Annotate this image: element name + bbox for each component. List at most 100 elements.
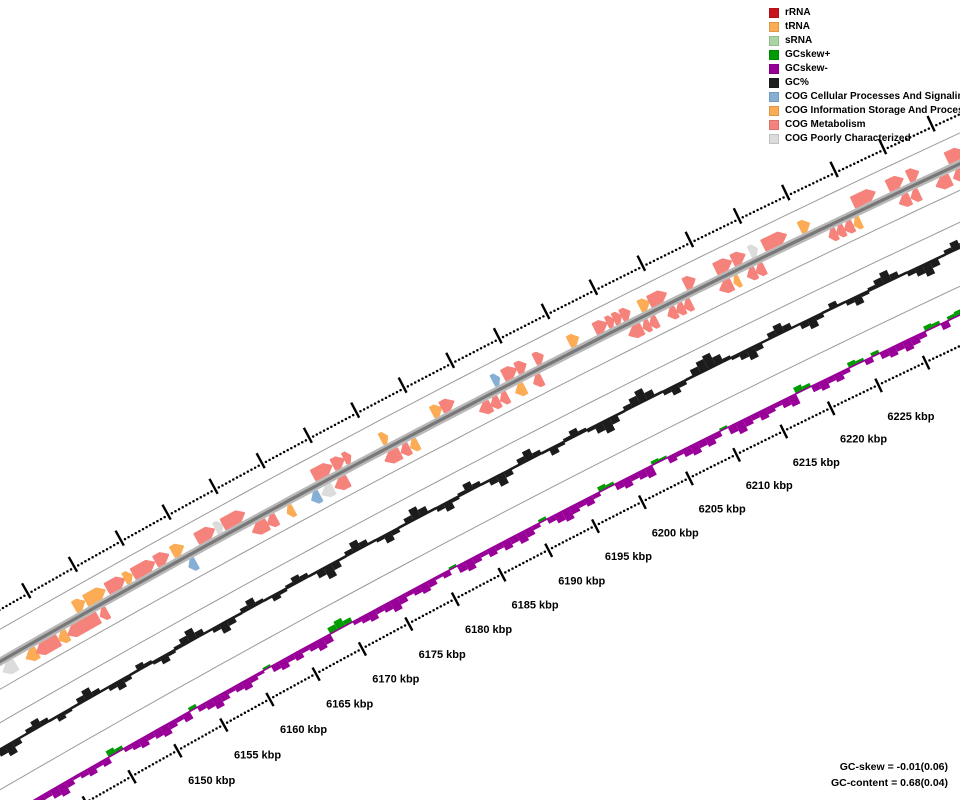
gene-arrow-met-rev [755,262,768,277]
gene-arrow-met-fwd [193,526,215,545]
major-tick [829,161,839,178]
major-tick [114,530,125,547]
minor-tick-dot [554,544,557,548]
minor-tick-dot [286,688,289,691]
minor-tick-dot [716,462,720,465]
skew-minus-step [130,740,142,751]
minor-tick-dot [760,206,763,210]
minor-tick-dot [211,729,215,732]
minor-tick-dot [44,582,48,585]
minor-tick-dot [489,578,493,582]
minor-tick-dot [673,484,677,487]
minor-tick-dot [23,594,26,598]
minor-tick-dot [127,535,130,539]
gene-arrow-met-fwd [610,311,622,326]
minor-tick-dot [102,549,105,553]
minor-tick-dot [630,505,633,509]
gene-arrow-met-rev [384,447,404,464]
gene-arrow-info-fwd [636,298,650,313]
minor-tick-dot [155,761,158,764]
minor-tick-dot [95,795,98,798]
skew-minus-step [315,638,328,652]
minor-tick-dot [520,326,523,329]
gc-baseline [0,246,960,751]
major-tick [21,582,32,599]
minor-tick-dot [375,639,378,643]
ruler-label: 6195 kbp [605,551,652,563]
minor-tick-dot [348,415,351,419]
gene-arrow-info-rev [286,504,297,518]
gene-arrow-met-rev [719,278,736,294]
minor-tick-dot [866,388,869,392]
gene-arrow-met-rev [844,219,857,234]
minor-tick-dot [682,244,685,248]
minor-tick-dot [197,737,201,740]
gridline [0,132,960,630]
minor-tick-dot [531,320,534,324]
legend-item-label: COG Cellular Processes And Signaling [785,91,960,102]
gene-arrow-met-fwd [309,463,333,482]
minor-tick-dot [188,502,192,505]
gc-step [239,605,249,613]
ruler-label: 6205 kbp [699,504,746,516]
minor-tick-dot [417,379,421,382]
minor-tick-dot [871,153,875,157]
minor-tick-dot [300,680,303,683]
gene-arrow-met-fwd [219,510,245,531]
minor-tick-dot [362,408,366,411]
minor-tick-dot [201,735,204,738]
minor-tick-dot [501,335,505,339]
minor-tick-dot [556,307,560,311]
minor-tick-dot [378,637,382,641]
gene-arrow-info-rev [410,438,422,452]
minor-tick-dot [210,490,213,493]
gene-arrow-info-fwd [429,404,443,419]
minor-tick-dot [432,608,435,612]
minor-tick-dot [289,686,293,689]
gc-step [39,717,50,726]
major-tick [636,255,647,272]
minor-tick-dot [800,187,804,190]
minor-tick-dot [435,607,439,610]
minor-tick-dot [957,113,960,116]
minor-tick-dot [727,456,731,460]
minor-tick-dot [849,164,852,167]
legend-item-label: COG Metabolism [785,119,866,130]
gene-arrow-met-rev [649,315,661,329]
gc-step [159,654,171,665]
minor-tick-dot [678,246,682,250]
gc-skew-stat: GC-skew = -0.01(0.06) [839,761,948,773]
minor-tick-dot [33,588,37,591]
minor-tick-dot [181,505,184,509]
minor-tick-dot [199,496,203,499]
gc-step [781,322,792,332]
minor-tick-dot [112,543,116,547]
gc-step [531,449,542,458]
minor-tick-dot [586,292,589,296]
minor-tick-dot [838,169,841,173]
minor-tick-dot [350,653,353,656]
minor-tick-dot [461,356,464,360]
minor-tick-dot [626,272,630,275]
skew-minus-step [72,774,81,781]
gc-step [677,380,688,388]
gc-step [889,271,900,280]
gene-arrow-met-fwd [646,290,667,308]
minor-tick-dot [622,509,626,513]
minor-tick-dot [296,682,300,685]
minor-tick-dot [860,158,863,162]
minor-tick-dot [250,468,253,471]
minor-tick-dot [319,431,322,434]
minor-tick-dot [637,502,640,505]
minor-tick-dot [353,651,357,654]
minor-tick-dot [575,298,578,301]
minor-tick-dot [290,446,293,450]
minor-tick-dot [856,160,860,164]
gene-arrow-met-fwd [681,275,696,290]
gene-arrow-info-fwd [71,598,86,613]
minor-tick-dot [800,420,804,424]
minor-tick-dot [826,174,830,178]
major-tick [450,592,460,607]
tick-rulers [0,113,960,800]
minor-tick-dot [19,596,23,600]
